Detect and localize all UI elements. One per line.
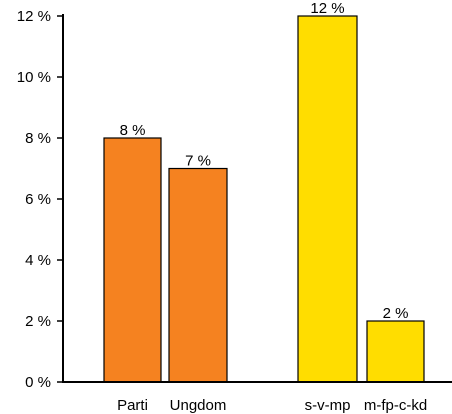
x-tick-label: s-v-mp [305, 397, 351, 414]
bars [103, 15, 425, 383]
y-tick-label: 12 % [17, 8, 51, 25]
y-tick-label: 8 % [25, 130, 51, 147]
y-tick-label: 6 % [25, 191, 51, 208]
y-tick-label: 0 % [25, 374, 51, 391]
y-tick-label: 10 % [17, 69, 51, 86]
y-axis-ticks: 0 % 2 % 4 % 6 % 8 % 10 % 12 % [17, 8, 63, 391]
data-label: 2 % [383, 305, 409, 322]
bar-s-v-mp [297, 15, 358, 383]
bar-parti [103, 137, 162, 383]
bar-ungdom [168, 167, 228, 383]
x-tick-label: Ungdom [170, 397, 227, 414]
x-axis-tick-labels: Parti Ungdom s-v-mp m-fp-c-kd [117, 397, 427, 414]
data-label: 8 % [120, 122, 146, 139]
data-label: 12 % [310, 0, 344, 17]
data-labels: 8 % 7 % 12 % 2 % [120, 0, 409, 322]
y-tick-label: 4 % [25, 252, 51, 269]
x-tick-label: Parti [117, 397, 148, 414]
y-tick-label: 2 % [25, 313, 51, 330]
data-label: 7 % [185, 153, 211, 170]
x-tick-label: m-fp-c-kd [364, 397, 427, 414]
bar-m-fp-c-kd [366, 320, 425, 383]
